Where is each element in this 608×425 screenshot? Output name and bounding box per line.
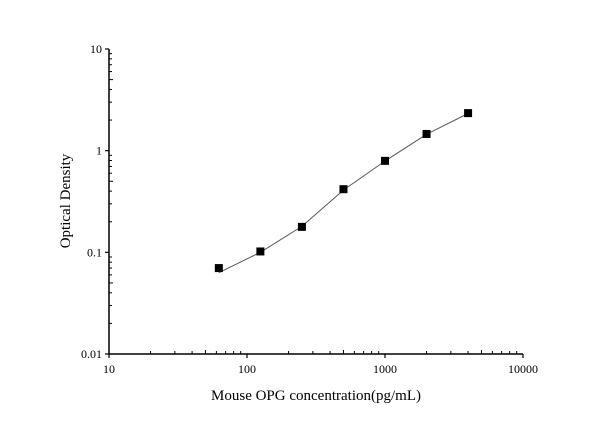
y-tick-label: 0.01 (81, 347, 102, 361)
axes (108, 49, 523, 355)
y-tick-label: 1 (96, 144, 102, 158)
x-tick-label: 10 (103, 362, 115, 376)
data-point (256, 247, 265, 256)
data-point (422, 129, 431, 138)
tick-labels: 10 100 1000 10000 0.01 0.1 1 10 (81, 42, 538, 376)
data-point (214, 264, 223, 273)
x-axis-label: Mouse OPG concentration(pg/mL) (211, 388, 421, 404)
data-points (214, 109, 473, 273)
x-tick-label: 1000 (373, 362, 397, 376)
y-tick-label: 10 (90, 42, 102, 56)
x-tick-label: 10000 (508, 362, 538, 376)
data-point (297, 222, 306, 231)
data-point (464, 109, 473, 118)
y-axis-label: Optical Density (58, 153, 74, 248)
ticks (105, 48, 524, 358)
data-point (339, 185, 348, 194)
data-point (381, 156, 389, 165)
y-tick-label: 0.1 (87, 245, 102, 259)
x-tick-label: 100 (238, 362, 256, 376)
